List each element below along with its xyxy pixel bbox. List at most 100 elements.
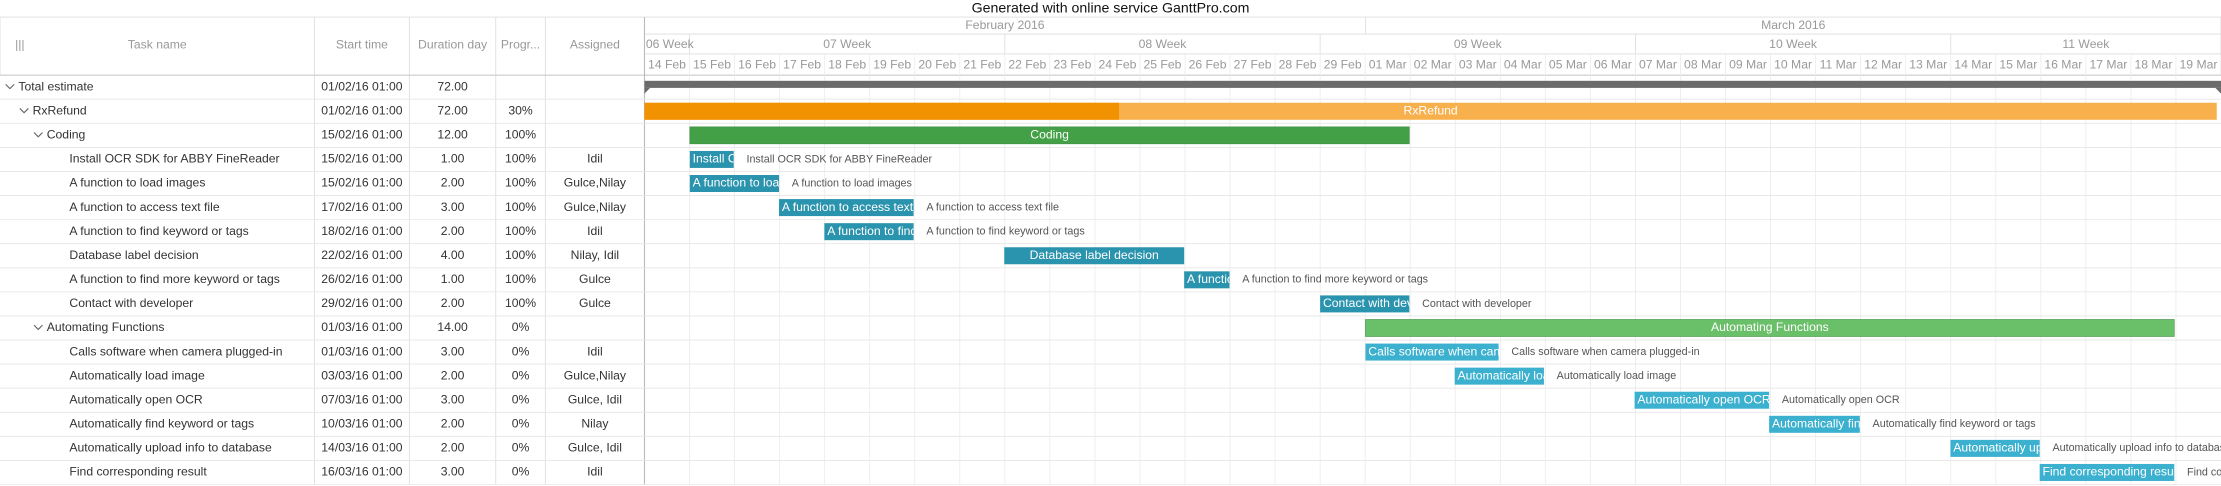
task-bar[interactable] — [689, 150, 734, 168]
task-bar[interactable] — [1950, 439, 2040, 457]
column-header[interactable]: Task name — [128, 38, 187, 52]
task-bar[interactable] — [779, 199, 914, 217]
bar-outside-label: Find corresponding result — [2187, 466, 2221, 478]
day-label: 14 Feb — [648, 57, 686, 71]
collapse-caret[interactable] — [19, 108, 29, 114]
column-header[interactable]: Progr... — [501, 38, 540, 52]
task-assigned: Idil — [587, 152, 603, 166]
bar-outside-label: Calls software when camera plugged-in — [1511, 346, 1699, 358]
day-label: 12 Mar — [1864, 57, 1902, 71]
task-progress: 30% — [508, 103, 533, 117]
task-bar[interactable] — [1634, 391, 1770, 409]
task-bar[interactable] — [824, 223, 914, 241]
day-label: 08 Mar — [1684, 57, 1722, 71]
day-label: 16 Mar — [2044, 57, 2082, 71]
column-header[interactable]: Duration day — [418, 38, 488, 52]
column-header[interactable]: Assigned — [570, 38, 620, 52]
column-header[interactable]: Start time — [336, 38, 388, 52]
task-start: 01/02/16 01:00 — [321, 103, 402, 117]
day-label: 20 Feb — [918, 57, 956, 71]
total-bar — [644, 80, 2221, 88]
day-label: 07 Mar — [1639, 57, 1677, 71]
task-name[interactable]: Automatically upload info to database — [69, 441, 272, 455]
week-label: 10 Week — [1769, 37, 1818, 51]
task-duration: 2.00 — [441, 417, 465, 431]
day-label: 22 Feb — [1008, 57, 1046, 71]
day-label: 03 Mar — [1459, 57, 1497, 71]
task-bar[interactable] — [1769, 415, 1860, 433]
task-duration: 14.00 — [437, 320, 468, 334]
bar-label-clip: Install OCR SDK for ABBY FineReader — [693, 152, 734, 166]
task-progress: 0% — [512, 368, 530, 382]
task-duration: 3.00 — [441, 465, 465, 479]
day-label: 19 Mar — [2180, 57, 2218, 71]
day-label: 18 Mar — [2134, 57, 2172, 71]
bar-label-clip: A function to find keyword or tags — [827, 224, 1006, 238]
bar-label-clip: A function to access text file — [782, 200, 932, 214]
task-name[interactable]: Automatically find keyword or tags — [69, 417, 254, 431]
day-label: 29 Feb — [1324, 57, 1362, 71]
day-label: 15 Feb — [693, 57, 731, 71]
task-start: 03/03/16 01:00 — [321, 368, 402, 382]
bar-label-clip: Database label decision — [1030, 248, 1159, 262]
task-bar[interactable] — [1004, 247, 1185, 265]
bar-label: A function to load images — [693, 176, 829, 190]
task-duration: 3.00 — [441, 344, 465, 358]
bar-label: Contact with developer — [1323, 296, 1447, 310]
day-label: 04 Mar — [1504, 57, 1542, 71]
task-assigned: Gulce — [579, 272, 611, 286]
bar-label: A function to access text file — [782, 200, 932, 214]
collapse-caret[interactable] — [33, 132, 43, 138]
task-duration: 2.00 — [441, 176, 465, 190]
bar-label-clip: Find corresponding result — [2043, 465, 2175, 479]
task-assigned: Gulce,Nilay — [564, 176, 627, 190]
task-bar[interactable] — [689, 175, 780, 193]
task-bar[interactable] — [1454, 367, 1544, 385]
task-name[interactable]: Calls software when camera plugged-in — [69, 344, 282, 358]
task-name[interactable]: Install OCR SDK for ABBY FineReader — [69, 152, 279, 166]
day-label: 17 Feb — [783, 57, 821, 71]
task-name[interactable]: A function to find keyword or tags — [69, 224, 248, 238]
task-assigned: Gulce, Idil — [568, 392, 622, 406]
column-menu-icon: ||| — [15, 38, 24, 52]
day-label: 19 Feb — [873, 57, 911, 71]
collapse-caret[interactable] — [5, 83, 15, 90]
task-name[interactable]: A function to find more keyword or tags — [69, 272, 279, 286]
bar-label-clip: Automatically upload info to database — [1953, 441, 2039, 455]
task-assigned: Idil — [587, 465, 603, 479]
task-assigned: Gulce, Idil — [568, 441, 622, 455]
task-bar[interactable] — [2039, 463, 2175, 481]
collapse-caret[interactable] — [33, 324, 43, 331]
group-bar[interactable] — [689, 126, 1410, 145]
task-bar[interactable] — [1365, 343, 1499, 361]
task-start: 01/02/16 01:00 — [321, 79, 402, 93]
group-bar[interactable] — [1365, 319, 2175, 337]
task-duration: 12.00 — [437, 128, 468, 142]
bar-label-clip: A function to load images — [693, 176, 829, 190]
task-name[interactable]: Contact with developer — [69, 296, 193, 310]
bar-label: A function to find keyword or tags — [827, 224, 1006, 238]
task-start: 15/02/16 01:00 — [321, 176, 402, 190]
task-name[interactable]: Find corresponding result — [69, 465, 207, 479]
task-duration: 2.00 — [441, 296, 465, 310]
day-label: 17 Mar — [2089, 57, 2127, 71]
task-name[interactable]: Coding — [47, 128, 86, 142]
task-name[interactable]: Total estimate — [18, 79, 93, 93]
task-name[interactable]: A function to load images — [69, 176, 205, 190]
bar-outside-label: A function to find more keyword or tags — [1242, 274, 1428, 286]
task-name[interactable]: Automating Functions — [47, 320, 165, 334]
task-name[interactable]: Automatically load image — [69, 368, 205, 382]
task-name[interactable]: Database label decision — [69, 248, 198, 262]
week-label: 09 Week — [1454, 37, 1503, 51]
day-label: 27 Feb — [1234, 57, 1272, 71]
task-bar[interactable] — [1320, 295, 1410, 313]
task-name[interactable]: RxRefund — [33, 103, 87, 117]
task-name[interactable]: Automatically open OCR — [69, 392, 202, 406]
day-label: 23 Feb — [1053, 57, 1091, 71]
task-bar[interactable] — [1184, 271, 1230, 289]
task-progress: 0% — [512, 417, 530, 431]
task-start: 15/02/16 01:00 — [321, 128, 402, 142]
task-name[interactable]: A function to access text file — [69, 200, 219, 214]
task-duration: 3.00 — [441, 200, 465, 214]
day-label: 25 Feb — [1144, 57, 1182, 71]
